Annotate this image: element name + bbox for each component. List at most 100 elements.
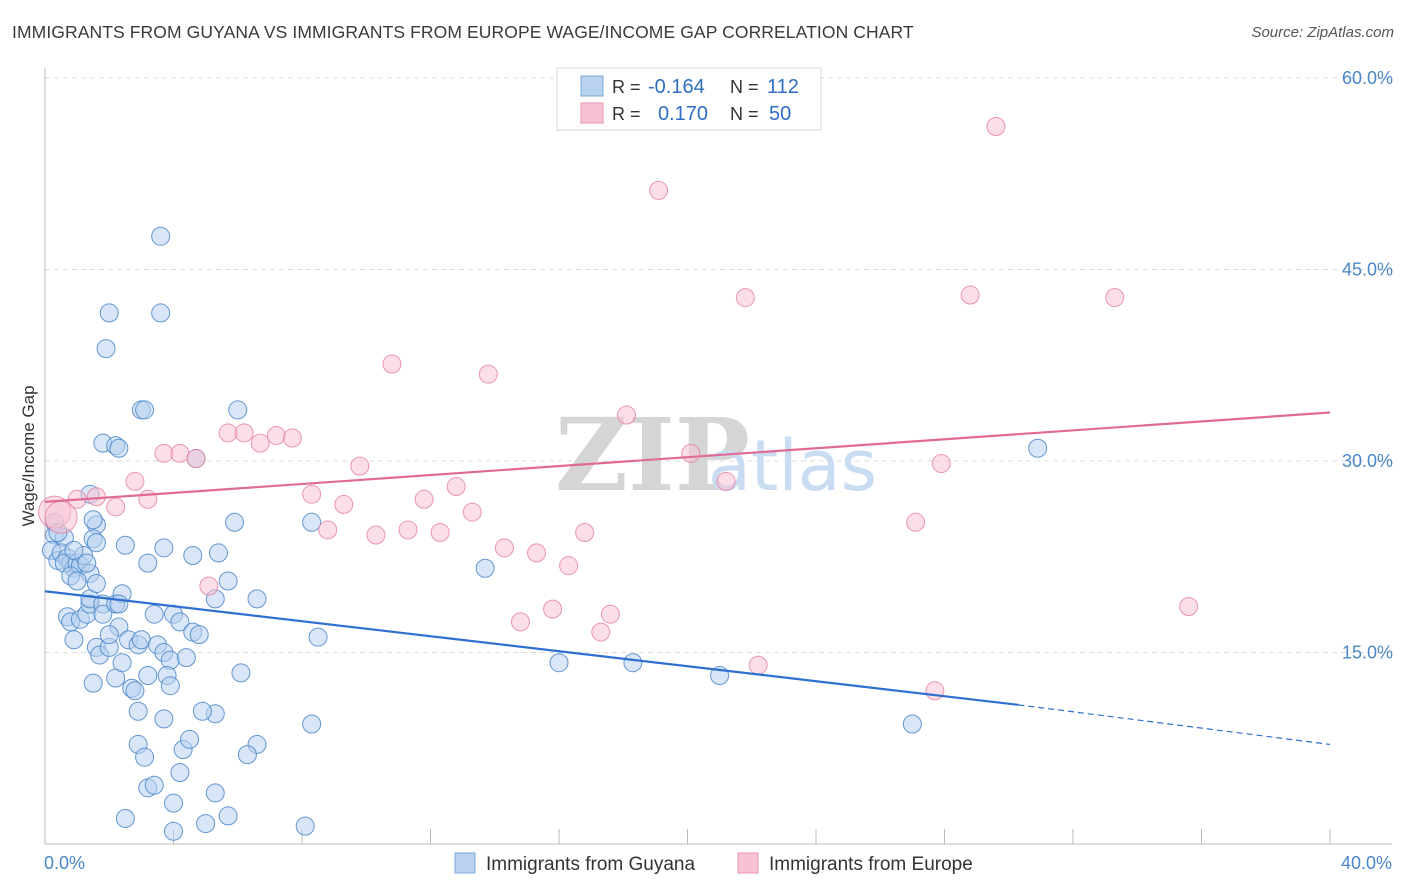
guyana-point [231,663,251,683]
legend-n-value-europe: 50 [769,103,791,125]
guyana-point [302,512,322,532]
guyana-point [112,653,132,673]
guyana-point [64,540,84,560]
europe-point [543,599,563,619]
europe-point [138,489,158,509]
europe-point [1105,288,1125,308]
guyana-points [41,226,1048,841]
guyana-point [64,630,84,650]
europe-point [398,520,418,540]
guyana-point [196,814,216,834]
guyana-point [308,627,328,647]
guyana-point [189,625,209,645]
y-tick-label: 15.0% [1342,643,1393,663]
europe-point [478,364,498,384]
guyana-point [125,681,145,701]
legend-r-value-guyana: -0.164 [648,76,705,98]
guyana-point [83,510,103,530]
stats-legend: R = -0.164 N = 112 R = 0.170 N = 50 [556,67,822,131]
guyana-point [144,604,164,624]
guyana-point [623,653,643,673]
guyana-point [218,571,238,591]
europe-point [125,471,145,491]
series-legend-label-europe: Immigrants from Europe [769,854,973,875]
europe-point [931,454,951,474]
guyana-point [99,625,119,645]
guyana-point [160,676,180,696]
guyana-point [225,512,245,532]
guyana-point [183,545,203,565]
europe-trend-line [44,411,1331,503]
guyana-point [138,665,158,685]
guyana-point [135,400,155,420]
guyana-point [115,808,135,828]
europe-point [716,471,736,491]
y-axis-label: Wage/Income Gap [19,385,38,526]
trend-lines [44,411,1331,746]
guyana-point [86,574,106,594]
guyana-point [154,538,174,558]
guyana-point [1028,438,1048,458]
europe-point [649,180,669,200]
europe-point [446,477,466,497]
guyana-point [67,571,87,591]
europe-point [925,681,945,701]
guyana-point [138,553,158,573]
europe-point [414,489,434,509]
europe-point [494,538,514,558]
guyana-point [205,783,225,803]
guyana-point [247,589,267,609]
europe-point [366,525,386,545]
guyana-point [151,226,171,246]
guyana-point [192,701,212,721]
y-tick-label: 60.0% [1342,68,1393,88]
europe-point [218,423,238,443]
legend-swatch-europe [580,102,604,124]
guyana-point [109,438,129,458]
legend-n-label-guyana: N = [730,77,759,97]
guyana-point [115,535,135,555]
guyana-point [154,709,174,729]
x-tick-label-max: 40.0% [1341,853,1392,873]
europe-point [266,425,286,445]
europe-point [616,405,636,425]
guyana-point [218,806,238,826]
europe-point [106,497,126,517]
gridlines [45,77,1392,653]
guyana-point [549,653,569,673]
europe-point [234,423,254,443]
y-tick-label: 45.0% [1342,260,1393,280]
europe-point [170,443,190,463]
legend-r-value-europe: 0.170 [658,103,708,125]
guyana-point [144,775,164,795]
europe-point [575,522,595,542]
europe-point [986,117,1006,137]
guyana-point [135,747,155,767]
series-legend-swatch-europe [737,852,759,874]
guyana-point [109,594,129,614]
guyana-point [131,630,151,650]
europe-point [430,522,450,542]
guyana-point [164,821,183,841]
europe-point [960,285,980,305]
guyana-point [151,303,171,323]
guyana-point [83,673,103,693]
europe-point [748,655,768,675]
europe-point [906,512,926,532]
europe-point [282,428,302,448]
series-legend-swatch-guyana [454,852,476,874]
guyana-point [176,648,196,668]
europe-point [302,484,322,504]
y-tick-label: 30.0% [1342,451,1393,471]
guyana-point [164,793,183,813]
guyana-point [475,558,495,578]
guyana-trend-line [44,590,1019,706]
chart-title: IMMIGRANTS FROM GUYANA VS IMMIGRANTS FRO… [12,22,914,42]
europe-point [1179,597,1199,617]
y-tick-labels: 15.0% 30.0% 45.0% 60.0% [1342,68,1393,663]
guyana-point [208,543,228,563]
guyana-point [180,729,200,749]
legend-r-label-europe: R = [612,104,641,124]
x-ticks [173,829,1331,844]
europe-point [510,612,530,632]
